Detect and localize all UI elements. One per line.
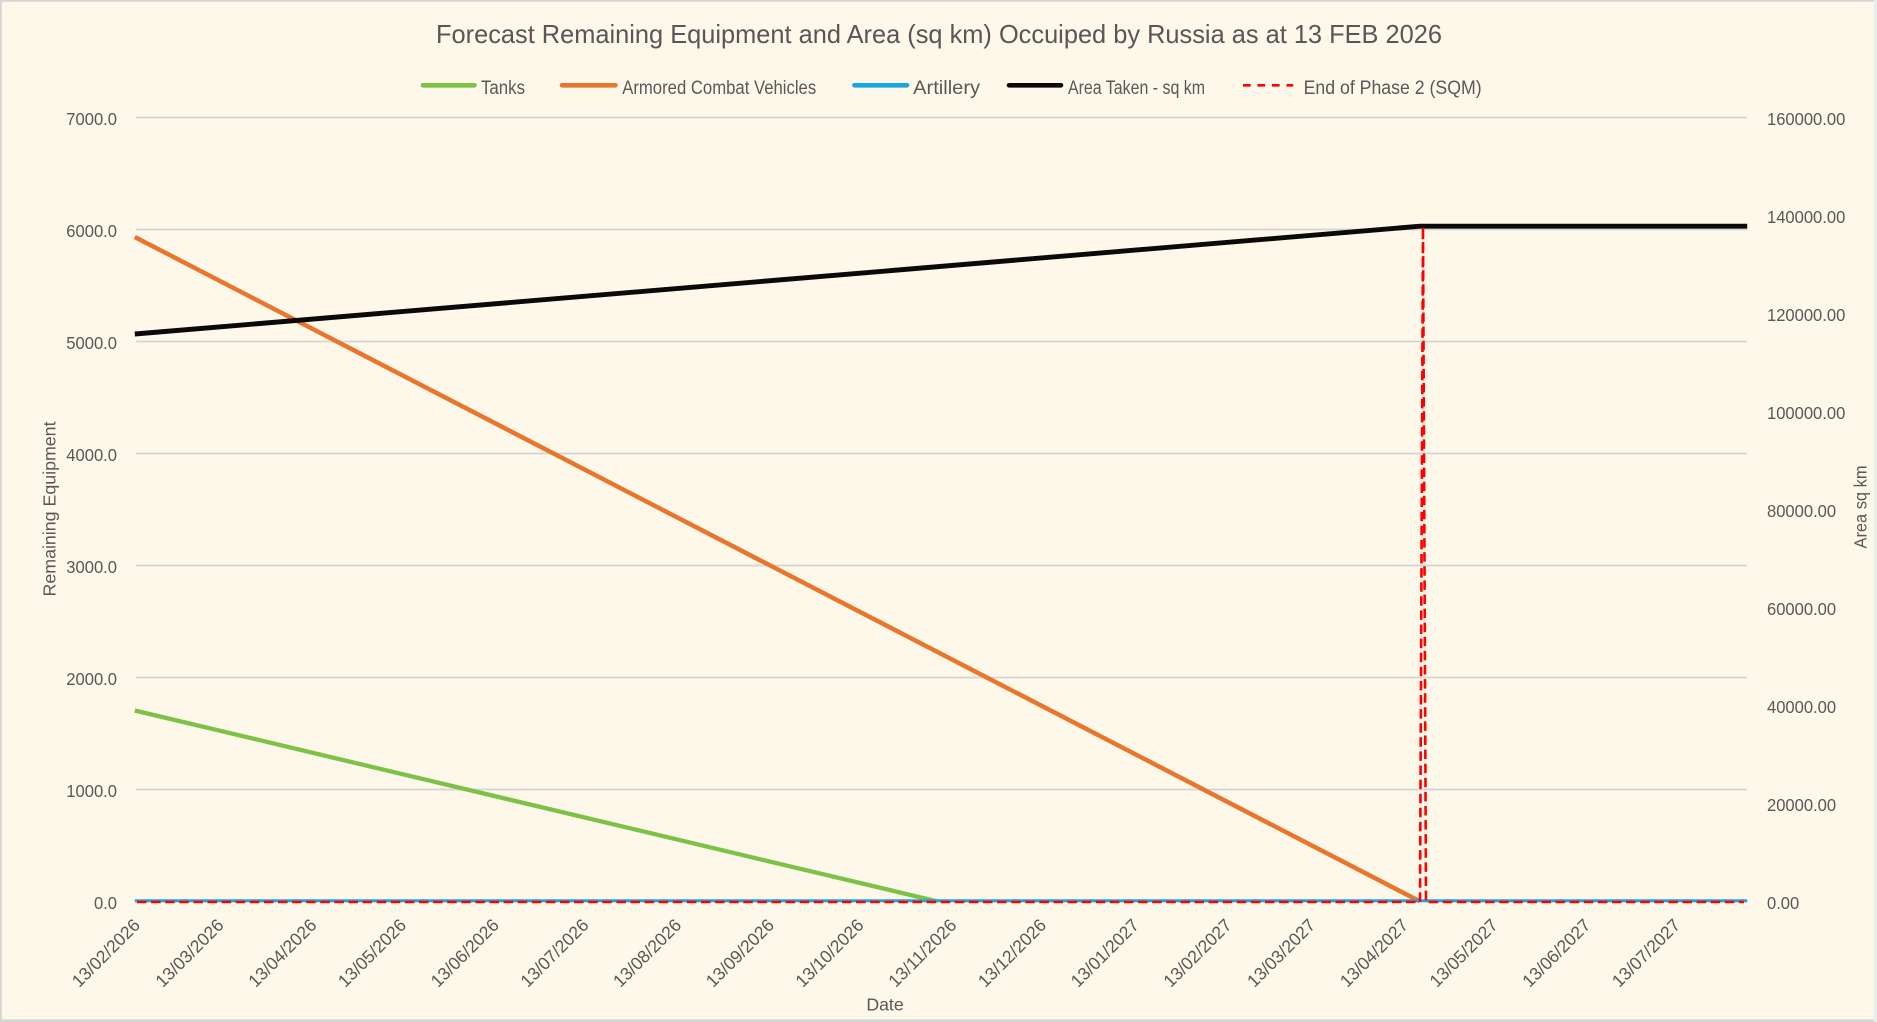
svg-text:160000.00: 160000.00 [1767, 109, 1845, 129]
svg-text:Tanks: Tanks [481, 77, 525, 99]
svg-text:Forecast Remaining Equipment a: Forecast Remaining Equipment and Area (s… [436, 19, 1442, 49]
svg-text:Armored Combat Vehicles: Armored Combat Vehicles [622, 77, 816, 99]
svg-text:Date: Date [866, 995, 904, 1015]
svg-text:0.00: 0.00 [1767, 893, 1799, 913]
svg-text:100000.00: 100000.00 [1767, 403, 1845, 423]
svg-text:Area sq km: Area sq km [1851, 466, 1871, 549]
svg-text:Area Taken - sq km: Area Taken - sq km [1068, 77, 1205, 99]
svg-text:4000.0: 4000.0 [66, 445, 117, 465]
svg-text:3000.0: 3000.0 [66, 557, 117, 577]
svg-text:6000.0: 6000.0 [66, 221, 117, 241]
svg-text:80000.00: 80000.00 [1767, 501, 1836, 521]
svg-text:140000.00: 140000.00 [1767, 207, 1845, 227]
svg-text:40000.00: 40000.00 [1767, 697, 1836, 717]
svg-text:End of Phase 2 (SQM): End of Phase 2 (SQM) [1304, 77, 1482, 99]
svg-text:7000.0: 7000.0 [66, 109, 117, 129]
svg-text:Artillery: Artillery [913, 77, 980, 99]
svg-text:Remaining Equipment: Remaining Equipment [40, 421, 60, 596]
svg-text:120000.00: 120000.00 [1767, 305, 1845, 325]
svg-text:2000.0: 2000.0 [66, 669, 117, 689]
svg-text:1000.0: 1000.0 [66, 781, 117, 801]
svg-text:60000.00: 60000.00 [1767, 599, 1836, 619]
svg-text:20000.00: 20000.00 [1767, 795, 1836, 815]
svg-text:0.0: 0.0 [94, 893, 117, 913]
svg-text:5000.0: 5000.0 [66, 333, 117, 353]
